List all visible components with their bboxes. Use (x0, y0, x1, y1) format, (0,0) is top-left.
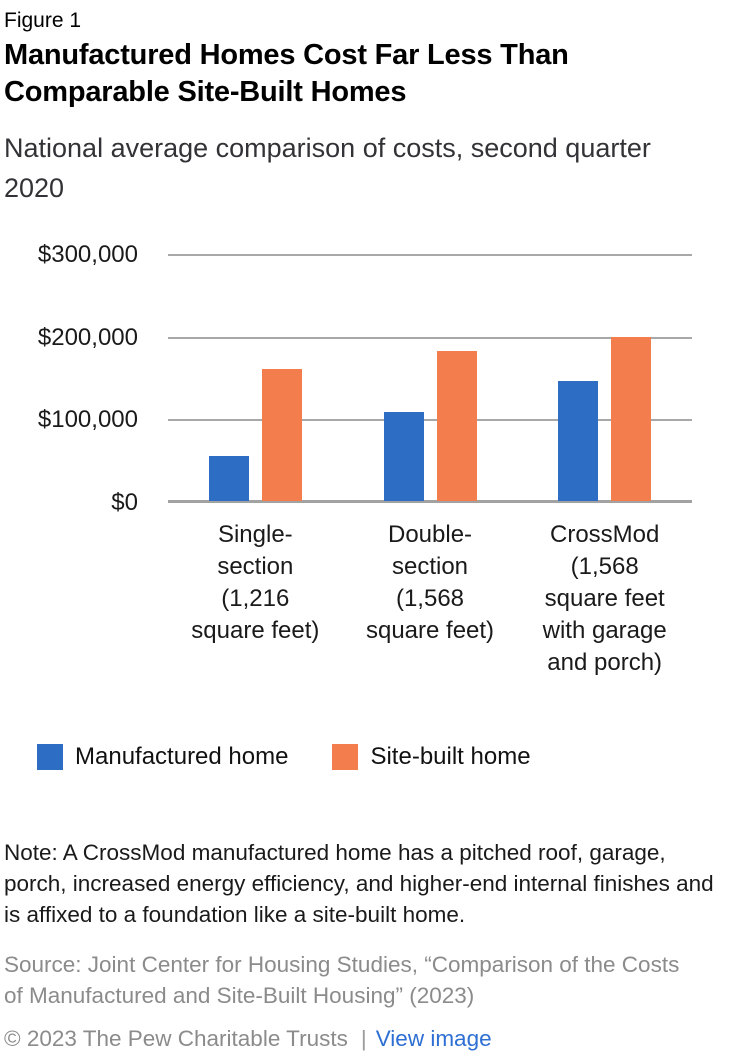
legend-label: Manufactured home (75, 743, 289, 770)
bar-manufactured-home (558, 381, 599, 501)
bar-groups (168, 255, 692, 501)
y-axis: $0 $100,000 $200,000 $300,000 (4, 241, 138, 516)
bar-chart: $0 $100,000 $200,000 $300,000 Single- secti… (4, 241, 728, 679)
x-category-label: Double- section (1,568 square feet) (365, 521, 495, 644)
footer: © 2023 The Pew Charitable Trusts | View … (4, 1026, 728, 1052)
y-tick-label: $300,000 (37, 241, 138, 268)
x-category-label: CrossMod (1,568 square feet with garage … (542, 521, 667, 676)
legend-label: Site-built home (370, 743, 531, 770)
y-tick-label: $100,000 (37, 406, 138, 434)
bar-manufactured-home (208, 456, 249, 501)
legend-swatch-icon (37, 744, 63, 770)
copyright-text: © 2023 The Pew Charitable Trusts (4, 1026, 348, 1051)
legend-item: Site-built home (332, 743, 531, 771)
bar-site-built-home (436, 350, 477, 501)
legend-item: Manufactured home (37, 743, 288, 771)
footer-separator: | (360, 1026, 367, 1051)
bar-manufactured-home (383, 411, 424, 501)
bar-group (343, 255, 518, 501)
bar-group (517, 255, 692, 501)
y-tick-label: $200,000 (37, 323, 138, 351)
x-category-label: Single- section (1,216 square feet) (191, 521, 320, 644)
y-gridline (168, 419, 692, 422)
page-title: Manufactured Homes Cost Far Less Than Co… (4, 39, 569, 108)
x-axis-baseline (168, 500, 692, 503)
figure-label: Figure 1 (4, 9, 82, 32)
source-text: Source: Joint Center for Housing Studies… (4, 952, 680, 1008)
y-gridline (168, 336, 692, 339)
legend-swatch-icon (332, 744, 359, 770)
legend: Manufactured home Site-built home (37, 743, 728, 771)
y-gridline (168, 254, 692, 256)
bar-site-built-home (261, 368, 302, 501)
x-axis: Single- section (1,216 square feet) Doubl… (168, 519, 692, 679)
note-text: Note: A CrossMod manufactured home has a… (4, 840, 714, 927)
y-tick-label: $0 (111, 489, 138, 516)
bar-group (168, 255, 343, 501)
chart-subtitle: National average comparison of costs, se… (4, 133, 651, 203)
bar-site-built-home (611, 337, 652, 501)
chart-area: $0 $100,000 $200,000 $300,000 (4, 241, 728, 516)
plot-area (168, 254, 692, 503)
view-image-link[interactable]: View image (375, 1026, 492, 1051)
